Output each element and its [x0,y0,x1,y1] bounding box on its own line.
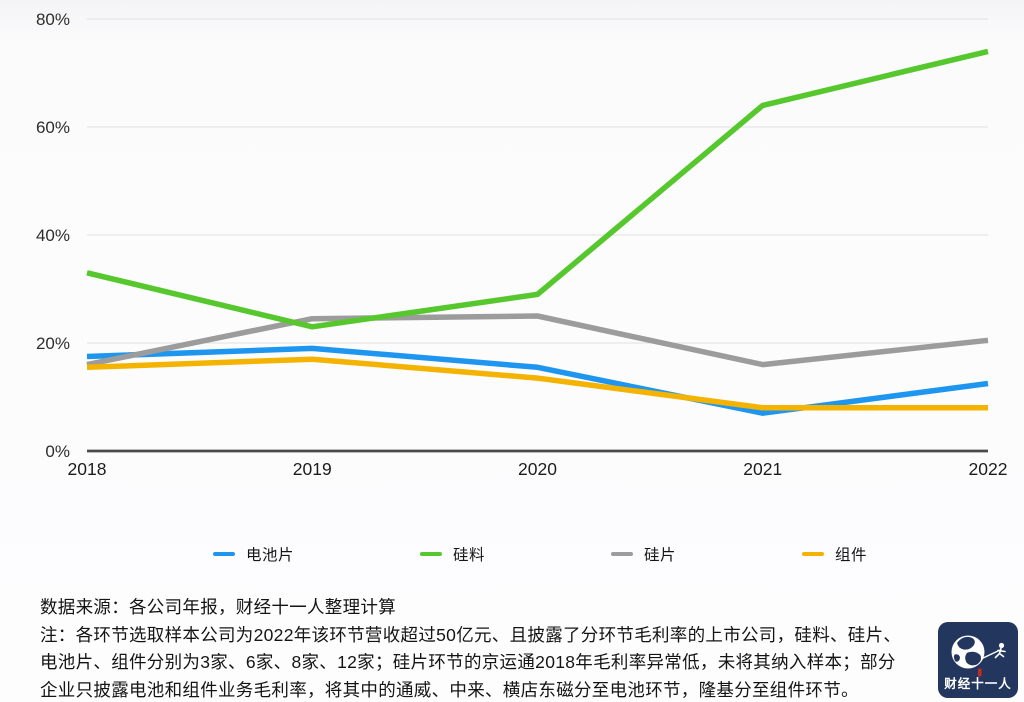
footer-notes: 数据来源：各公司年报，财经十一人整理计算 注：各环节选取样本公司为2022年该环… [40,594,920,702]
gridlines [87,18,988,453]
y-tick-label: 60% [36,118,70,137]
data-source-text: 数据来源：各公司年报，财经十一人整理计算 [40,597,396,617]
legend-label: 硅片 [644,547,677,564]
note-line: 电池片、组件分别为3家、6家、8家、12家；硅片环节的京运通2018年毛利率异常… [40,652,896,672]
runner-icon [994,642,1006,659]
series-line-硅料 [86,48,989,330]
legend-label: 硅料 [452,547,485,564]
x-tick-label: 2021 [743,459,782,479]
legend-label: 组件 [835,547,868,564]
x-tick-label: 2022 [969,459,1008,479]
y-tick-label: 80% [36,10,70,29]
logo-connector-line [980,649,1001,660]
x-axis-tick-labels: 2018 2019 2020 2021 2022 [68,459,1008,479]
legend-marker-icon [419,551,442,557]
y-tick-label: 0% [45,442,70,461]
note-line: 注：各环节选取样本公司为2022年该环节营收超过50亿元、且披露了分环节毛利率的… [40,624,902,645]
chart-legend: 电池片 硅料 硅片 组件 [0,540,1024,568]
logo-text: 财经十一人 [943,676,1012,691]
legend-marker-icon [802,551,825,557]
legend-item-硅料: 硅料 [419,543,485,565]
caijing-eleven-logo: 财经十一人 [938,622,1018,698]
legend-label: 电池片 [245,547,294,564]
series-line-电池片 [86,345,989,416]
y-axis-tick-labels: 80% 60% 40% 20% 0% [36,10,70,461]
legend-marker-icon [611,551,633,557]
line-chart: 80% 60% 40% 20% 0% 2018 2019 2020 2021 2022 [36,10,1008,479]
legend-item-电池片: 电池片 [212,543,294,565]
series-line-组件 [86,356,988,411]
legend-item-硅片: 硅片 [611,543,676,565]
legend-item-组件: 组件 [802,543,867,565]
globe-icon [951,635,985,669]
y-tick-label: 20% [36,334,70,353]
x-tick-label: 2019 [293,459,332,479]
legend-marker-icon [212,551,235,557]
note-line: 企业只披露电池和组件业务毛利率，将其中的通威、中来、横店东磁分至电池环节，隆基分… [40,679,859,700]
series-line-硅片 [86,313,989,368]
note-text: 注：各环节选取样本公司为2022年该环节营收超过50亿元、且披露了分环节毛利率的… [40,622,920,702]
y-tick-label: 40% [36,226,70,245]
x-tick-label: 2020 [518,459,557,479]
logo-red-accent [978,668,982,677]
x-tick-label: 2018 [68,459,107,479]
series-lines [86,48,989,416]
